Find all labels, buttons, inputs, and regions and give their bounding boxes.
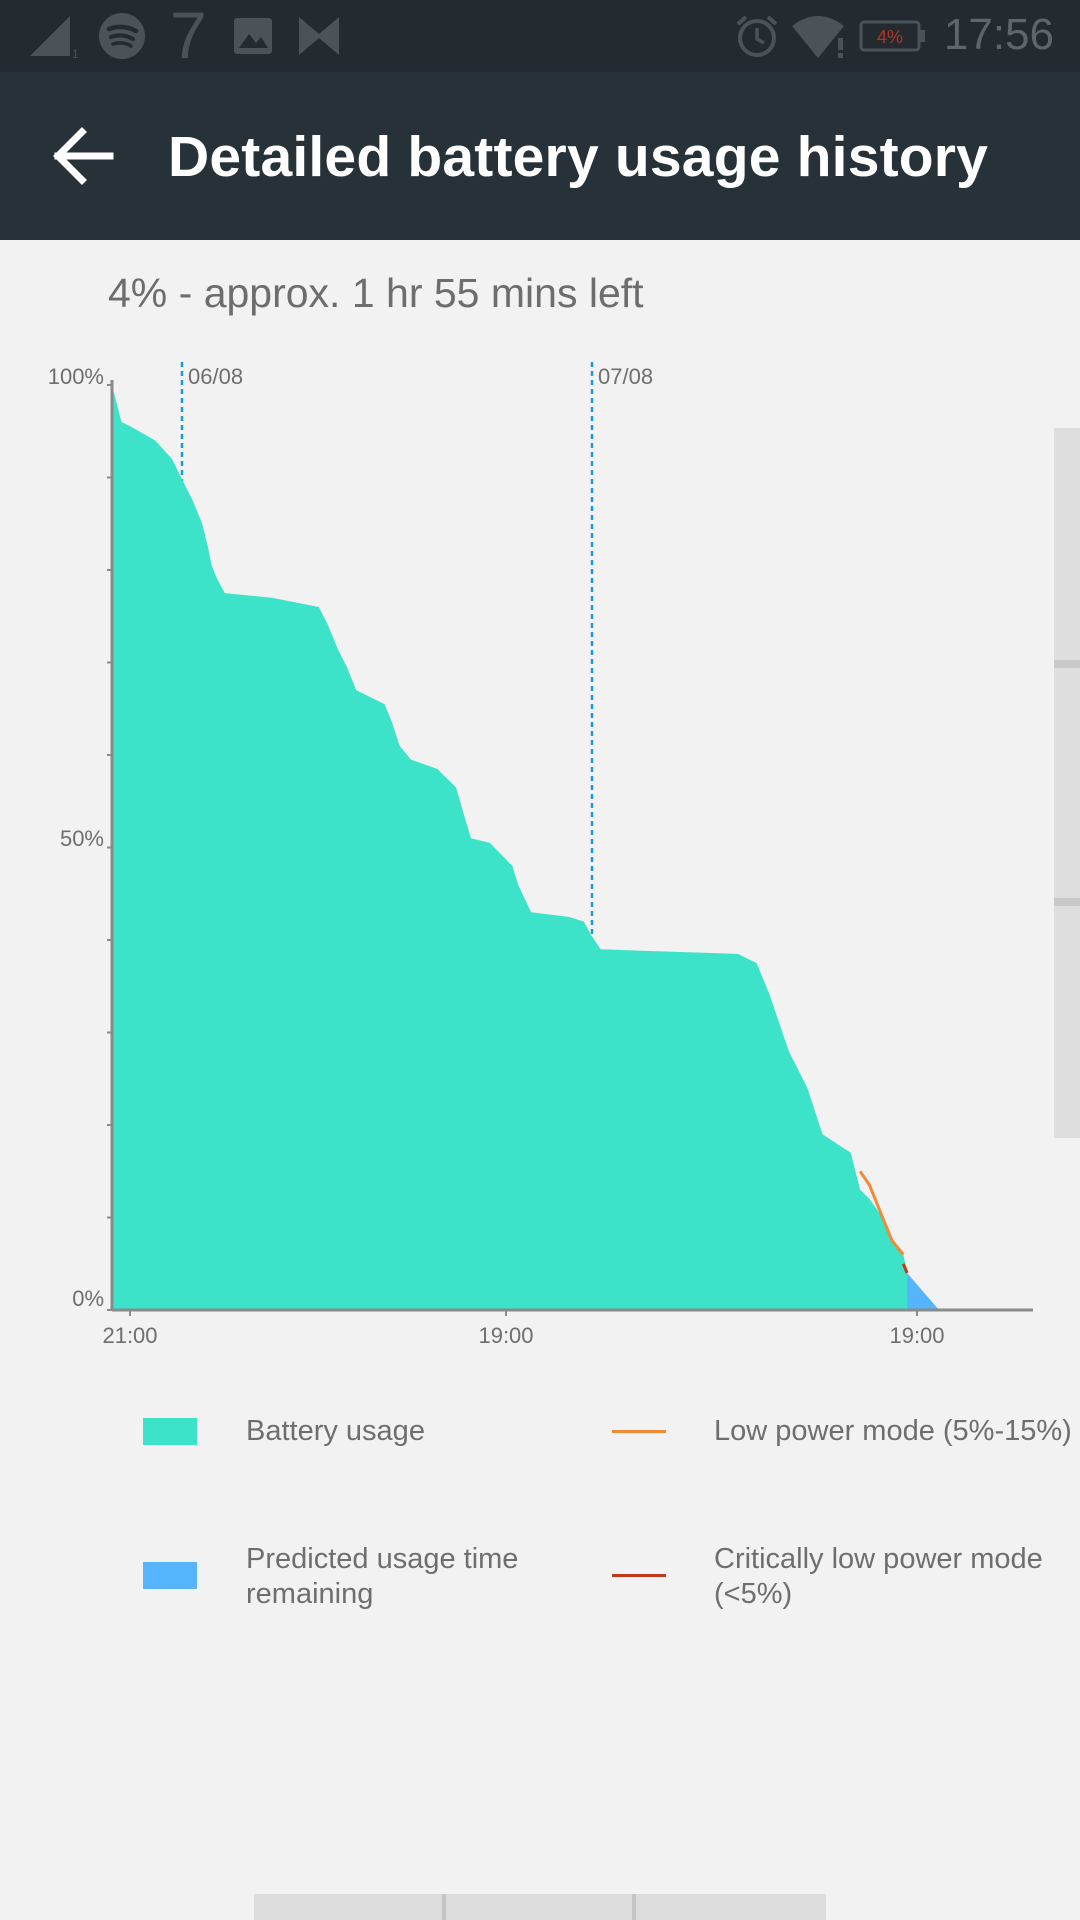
signal-icon: 1 bbox=[30, 16, 79, 60]
bottom-bar-divider bbox=[442, 1894, 446, 1920]
battery-usage-area bbox=[112, 385, 908, 1310]
status-bar: 1 7 4% 17:56 bbox=[0, 0, 1080, 72]
battery-history-chart: 06/08 07/08 100% 50% 0% 21:00 19:00 19:00 bbox=[48, 362, 1033, 1348]
date-marker-label: 06/08 bbox=[188, 364, 243, 389]
x-tick-label: 19:00 bbox=[889, 1323, 944, 1348]
image-icon bbox=[234, 18, 272, 54]
legend-label: Low power mode (5%-15%) bbox=[714, 1415, 1072, 1447]
low-power-line bbox=[858, 1170, 905, 1256]
legend-label: Predicted usage time remaining bbox=[246, 1543, 519, 1610]
side-scrollbar-divider bbox=[1054, 660, 1080, 668]
x-tick-label: 19:00 bbox=[478, 1323, 533, 1348]
spotify-icon bbox=[99, 13, 145, 59]
legend-swatch bbox=[143, 1418, 197, 1445]
svg-text:1: 1 bbox=[72, 47, 79, 60]
x-tick-label: 21:00 bbox=[102, 1323, 157, 1348]
app-bar: Detailed battery usage history bbox=[0, 72, 1080, 240]
svg-text:7: 7 bbox=[170, 2, 207, 64]
battery-summary: 4% - approx. 1 hr 55 mins left bbox=[108, 270, 644, 316]
seven-app-icon: 7 bbox=[170, 2, 207, 64]
y-tick-label: 100% bbox=[48, 364, 104, 389]
side-scrollbar-divider bbox=[1054, 898, 1080, 906]
y-tick-label: 50% bbox=[60, 826, 104, 851]
legend-label: Battery usage bbox=[246, 1415, 425, 1447]
legend-line bbox=[612, 1430, 666, 1433]
wifi-icon bbox=[792, 16, 844, 58]
predicted-usage-area bbox=[907, 1273, 940, 1310]
y-tick-label: 0% bbox=[72, 1286, 104, 1311]
legend-swatch bbox=[143, 1562, 197, 1589]
svg-text:4%: 4% bbox=[877, 27, 903, 47]
battery-icon: 4% bbox=[859, 20, 925, 52]
legend-label: Critically low power mode (<5%) bbox=[714, 1543, 1043, 1610]
alarm-icon bbox=[736, 15, 778, 57]
side-scrollbar[interactable] bbox=[1054, 428, 1080, 1138]
arrow-back-icon[interactable] bbox=[44, 120, 124, 192]
bowtie-icon bbox=[299, 17, 339, 55]
page-title: Detailed battery usage history bbox=[168, 125, 989, 189]
bottom-bar bbox=[254, 1894, 826, 1920]
critical-power-line bbox=[901, 1263, 909, 1274]
legend-line bbox=[612, 1574, 666, 1577]
date-marker-label: 07/08 bbox=[598, 364, 653, 389]
bottom-bar-divider bbox=[632, 1894, 636, 1920]
status-time: 17:56 bbox=[943, 10, 1054, 59]
